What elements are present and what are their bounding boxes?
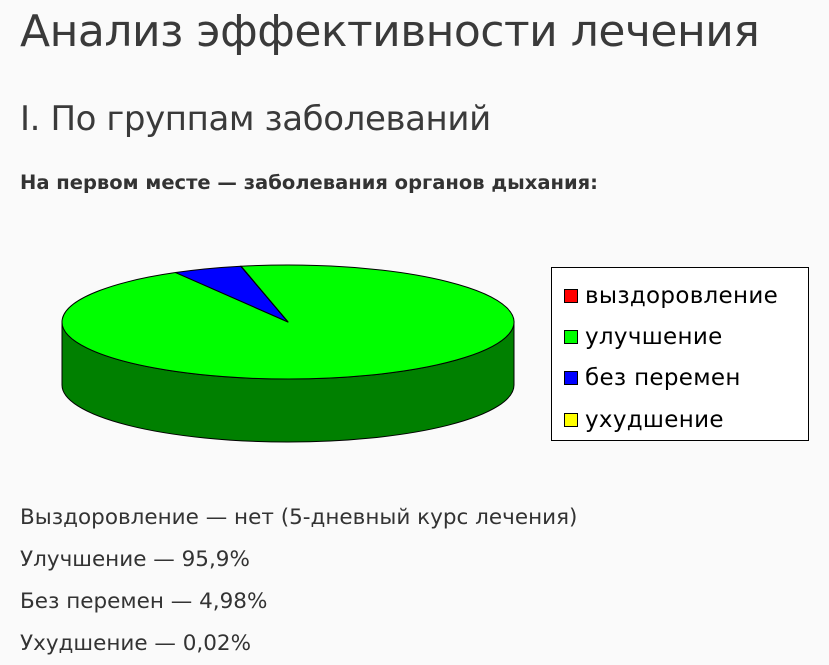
stat-worsening: Ухудшение — 0,02% — [20, 631, 252, 656]
legend-swatch-worsening — [564, 413, 578, 427]
stat-improvement: Улучшение — 95,9% — [20, 547, 250, 572]
legend-item-improvement: улучшение — [564, 324, 723, 350]
legend-swatch-improvement — [564, 330, 578, 344]
legend-swatch-no-change — [564, 371, 578, 385]
legend-label-improvement: улучшение — [585, 324, 723, 350]
chart-legend: выздоровление улучшение без перемен ухуд… — [551, 267, 809, 441]
stat-no-change: Без перемен — 4,98% — [20, 589, 268, 614]
stat-recovery: Выздоровление — нет (5-дневный курс лече… — [20, 505, 578, 530]
legend-item-no-change: без перемен — [564, 365, 741, 391]
legend-label-worsening: ухудшение — [585, 407, 724, 433]
legend-item-recovery: выздоровление — [564, 283, 778, 309]
stats-list: Выздоровление — нет (5-дневный курс лече… — [20, 497, 577, 665]
legend-swatch-recovery — [564, 289, 578, 303]
legend-label-no-change: без перемен — [585, 365, 741, 391]
intro-text: На первом месте — заболевания органов ды… — [20, 171, 598, 194]
legend-item-worsening: ухудшение — [564, 407, 724, 433]
section-title: I. По группам заболеваний — [20, 99, 491, 139]
page-title: Анализ эффективности лечения — [20, 6, 760, 57]
legend-label-recovery: выздоровление — [585, 283, 779, 309]
pie-slice-ухудшение — [240, 265, 289, 323]
